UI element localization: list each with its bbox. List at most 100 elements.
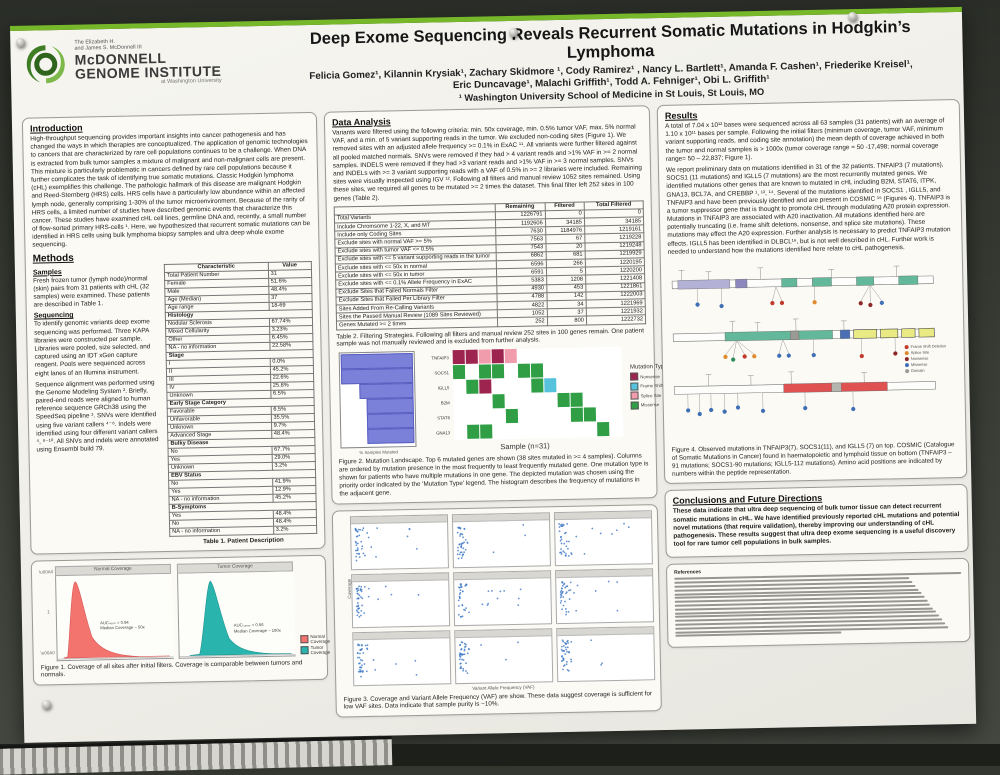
figure4-legend-entry: Nonsense: [905, 355, 957, 361]
normal-coverage-density-plot: [55, 573, 174, 660]
figure2-mutation-cell: [479, 365, 491, 379]
genome-institute-logo: The Elizabeth H. and James S. McDonnell …: [22, 31, 271, 89]
figure4-legend-entry: Splice Site: [905, 349, 957, 355]
figure1-normal-note2: Median Coverage ~ 50x: [100, 625, 145, 631]
figure2-gene-label: STAT6: [426, 410, 452, 426]
references-box: References: [666, 558, 971, 648]
figure2-mutation-cell: [453, 350, 465, 364]
figure2-hist-bar: [359, 383, 414, 399]
figure1-normal-panel: Normal Coverage AUCₙₒᵣₘ = 0.94 Median Co…: [55, 564, 173, 661]
conclusions-text: These data indicate that ultra deep sequ…: [673, 502, 961, 549]
figure2-mutation-cell: [467, 425, 479, 439]
figure3-y-label: Coverage: [347, 578, 352, 598]
figure2-mutation-cell: [479, 380, 491, 394]
sequencing-text-2: Sequence alignment was performed using t…: [35, 379, 162, 455]
tumor-coverage-density-plot: [177, 571, 296, 658]
figure2-mutation-cell: [570, 393, 582, 407]
figure2-mutation-cell: [466, 350, 478, 364]
figure2-hist-bar: [341, 368, 413, 384]
figure2-hist-axis-label: % Samples Mutated: [339, 449, 419, 456]
figure3-caption: Figure 3. Coverage and Variant Allele Fr…: [344, 690, 654, 712]
figure3-scatter-grid: Coverage Variant Allele Frequency (VAF): [340, 510, 653, 693]
figure1-tumor-note2: Median Coverage ~ 100x: [234, 628, 281, 634]
pushpin-top-center: [509, 28, 518, 37]
figure3-scatter-panel: [556, 626, 655, 682]
figure2-mutation-cell: [453, 365, 465, 379]
figure2-mutation-cell: [492, 349, 504, 363]
right-column: Results A total of 7.04 x 10¹² bases wer…: [657, 99, 972, 711]
data-analysis-box: Data Analysis Variants were filtered usi…: [324, 105, 658, 504]
figure3-scatter-panel: [454, 628, 553, 684]
table1-caption: Table 1. Patient Description: [169, 536, 317, 546]
figure1-legend-entry: Normal Coverage: [300, 633, 330, 644]
introduction-text: High-throughput sequencing provides impo…: [30, 130, 311, 250]
pushpin-top-right: [848, 12, 857, 21]
figure2-hist-bar: [341, 353, 413, 369]
results-paragraph-2: We report preliminary data on mutations …: [666, 161, 955, 257]
figure1-legend-entry: Tumor Coverage: [300, 644, 330, 655]
middle-column: Data Analysis Variants were filtered usi…: [324, 105, 662, 718]
figure2-mutation-cell: [544, 378, 556, 392]
figure2-mutation-cell: [505, 349, 517, 363]
figure4-legend-entry: Frame Shift Deletion: [905, 343, 957, 349]
figure2-mutation-cell: [492, 394, 504, 408]
figure2-gene-label: TNFAIP3: [425, 350, 451, 366]
figure2-hist-bar: [367, 428, 415, 444]
results-paragraph-1: A total of 7.04 x 10¹² bases were sequen…: [665, 117, 953, 164]
figure4-caption: Figure 4. Observed mutations in TNFAIP3(…: [672, 441, 960, 478]
figure2-mutation-cell: [466, 380, 478, 394]
figure2-mutation-cell: [531, 364, 543, 378]
figure2-oncoprint-grid: [453, 347, 624, 440]
logo-swoosh-icon: [22, 41, 69, 88]
data-analysis-text: Variants were filtered using the followi…: [332, 123, 643, 203]
patient-description-table: Characteristic Value Total Patient Numbe…: [164, 261, 317, 537]
intro-methods-box: Introduction High-throughput sequencing …: [22, 112, 326, 554]
figure3-scatter-panel: [452, 512, 551, 568]
pushpin-bottom-left: [42, 700, 51, 709]
figure2-x-label: Sample (n=31): [426, 440, 623, 453]
figure2-gene-label: GNA13: [426, 425, 452, 441]
figure2-mutation-cell: [571, 408, 583, 422]
figure2-mutation-cell: [557, 393, 569, 407]
figure2-gene-label: B2M: [426, 395, 452, 411]
figure1-caption: Figure 1. Coverage of all sites after in…: [41, 659, 320, 680]
figure2-mutation-cell: [479, 350, 491, 364]
figure3-scatter-panel: [554, 510, 653, 566]
references-text-lines: [674, 572, 962, 637]
conclusions-box: Conclusions and Future Directions These …: [664, 484, 968, 558]
figure2-frequency-histogram: [339, 351, 417, 449]
figure4-legend-entry: Missense: [905, 361, 957, 367]
figure2-mutation-cell: [584, 408, 596, 422]
pushpin-top-left: [16, 38, 25, 47]
figure2-gene-label: SOCS1: [425, 365, 451, 381]
figure3-scatter-panel: [555, 568, 654, 624]
figure1-y-tick: 1: [40, 609, 50, 614]
table2-caption: Table 2. Filtering Strategies. Following…: [336, 327, 646, 349]
figure4-legend-entry: Domain: [905, 367, 957, 373]
poster: The Elizabeth H. and James S. McDonnell …: [10, 7, 976, 743]
results-box: Results A total of 7.04 x 10¹² bases wer…: [657, 99, 968, 484]
figure2-mutation-cell: [492, 364, 504, 378]
figure2-hist-bar: [366, 413, 414, 429]
figure3-scatter-panel: [350, 514, 449, 570]
figure3-scatter-panel: [351, 572, 450, 628]
left-column: Introduction High-throughput sequencing …: [22, 112, 329, 724]
figure3-scatter-panel: [352, 630, 451, 686]
figure2-hist-bar: [366, 398, 414, 414]
figure2-mutation-cell: [480, 425, 492, 439]
figure2-mutation-cell: [597, 422, 609, 436]
figure1-tumor-panel: Tumor Coverage AUCₜᵤₘₒᵣ = 0.56 Median Co…: [177, 561, 295, 658]
figure2-mutation-cell: [506, 409, 518, 423]
figure2-gene-label: IGLL5: [425, 380, 451, 396]
samples-text: Fresh frozen tumor (lymph node)/normal (…: [33, 275, 160, 310]
figure2-mutation-cell: [518, 364, 530, 378]
figure3-box: Coverage Variant Allele Frequency (VAF) …: [332, 504, 662, 718]
filtering-strategies-table: Remaining Filtered Total Filtered Total …: [334, 200, 646, 330]
